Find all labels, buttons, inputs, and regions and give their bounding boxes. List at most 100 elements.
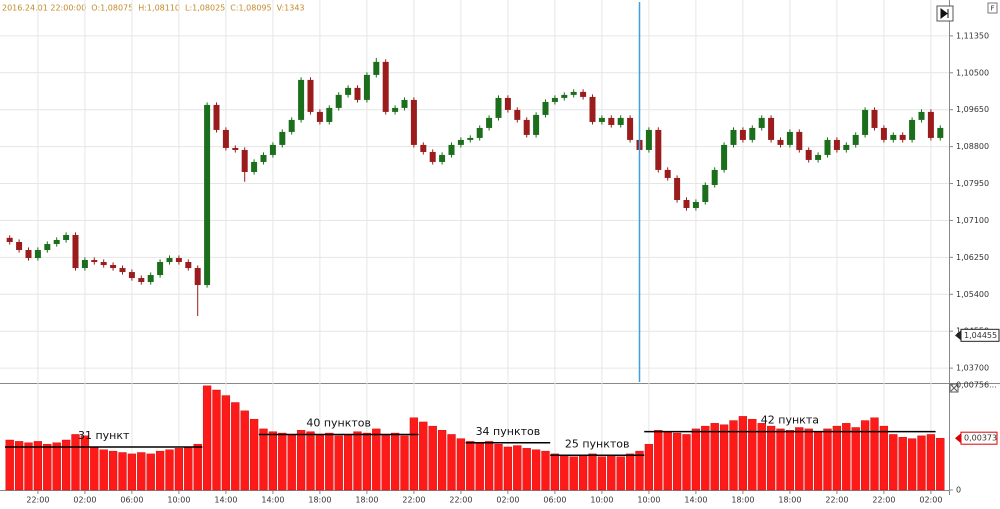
candle-body <box>730 129 737 145</box>
bar <box>813 431 823 491</box>
bar <box>165 449 174 491</box>
x-tick-label: 22:00 <box>872 496 895 505</box>
candle-body <box>147 275 154 283</box>
bar <box>343 434 353 491</box>
y-tick-label: 1,05400 <box>956 290 989 299</box>
level-label: 25 пунктов <box>565 437 630 450</box>
candle-body <box>702 184 709 202</box>
bar <box>437 430 447 491</box>
bar <box>390 432 400 491</box>
candle-body <box>655 129 662 170</box>
y-tick-label: 0 <box>956 486 961 495</box>
candle-body <box>157 262 164 276</box>
bar <box>33 441 43 491</box>
bar <box>682 434 691 491</box>
candle-body <box>166 258 173 263</box>
bar <box>494 443 503 491</box>
bar <box>174 448 184 491</box>
candle-body <box>551 97 558 102</box>
bar <box>531 449 541 491</box>
bar <box>513 445 522 491</box>
x-tick-label: 14:00 <box>214 496 237 505</box>
candle-body <box>288 119 295 132</box>
bar <box>766 425 776 491</box>
bar <box>146 453 155 491</box>
candle-body <box>382 61 389 112</box>
bar <box>926 434 936 491</box>
candle-body <box>514 109 521 120</box>
bar <box>155 450 165 491</box>
bar <box>80 435 90 491</box>
bar <box>729 420 738 491</box>
x-tick-label: 22:00 <box>825 496 848 505</box>
f-button[interactable] <box>987 2 998 14</box>
candle-body <box>6 237 13 242</box>
bar <box>278 432 287 491</box>
bar <box>710 423 719 491</box>
bar <box>936 437 945 491</box>
x-tick-label: 10:00 <box>167 496 190 505</box>
bar <box>832 425 842 491</box>
candle-body <box>316 111 323 122</box>
candle-body <box>392 107 399 112</box>
ohlc-info: 2016.24.01 22:00:00 <box>2 4 86 13</box>
candle-body <box>72 234 79 269</box>
bar <box>212 389 221 491</box>
y-tick-label: 1,03700 <box>956 364 989 373</box>
y-tick-label: 1,07100 <box>956 216 989 225</box>
bar <box>823 428 832 491</box>
candle-body <box>260 154 267 162</box>
bar <box>569 456 578 491</box>
current-value-pointer <box>955 433 961 444</box>
bar <box>757 423 766 491</box>
candle-body <box>561 94 568 98</box>
x-tick-label: 18:00 <box>355 496 378 505</box>
candle-body <box>222 129 229 148</box>
candle-body <box>53 239 60 245</box>
candle-body <box>44 244 51 251</box>
x-tick-label: 18:00 <box>731 496 754 505</box>
candle-body <box>100 262 107 266</box>
bar <box>917 435 926 491</box>
bar <box>137 452 146 491</box>
y-tick-label: 1,09650 <box>956 105 989 114</box>
candle-body <box>110 265 117 269</box>
bar <box>560 455 569 491</box>
bar <box>268 431 278 491</box>
candle-body <box>909 119 916 140</box>
level-label: 40 пунктов <box>306 416 371 429</box>
bar <box>541 450 550 491</box>
scroll-end-icon <box>940 8 949 19</box>
candle-body <box>204 104 211 286</box>
bar <box>597 456 607 491</box>
candle-body <box>739 129 746 140</box>
bar <box>607 455 616 491</box>
bar <box>99 449 108 491</box>
candle-body <box>232 147 239 150</box>
bar <box>776 428 785 491</box>
candle-body <box>777 139 784 145</box>
candle-body <box>937 127 944 138</box>
candle-body <box>354 87 361 100</box>
bar <box>315 434 325 491</box>
level-label: 42 пункта <box>761 414 819 427</box>
bar <box>795 427 804 491</box>
bar <box>748 418 757 491</box>
candle-body <box>580 91 587 97</box>
x-tick-label: 02:00 <box>73 496 96 505</box>
candle-body <box>589 96 596 122</box>
bar <box>860 420 870 491</box>
candle-body <box>880 127 887 140</box>
bar <box>108 450 118 491</box>
ohlc-info: O:1,08075 <box>91 4 133 13</box>
candle-body <box>241 149 248 172</box>
candle-body <box>410 99 417 145</box>
x-tick-label: 22:00 <box>26 496 49 505</box>
f-icon: F <box>990 5 994 13</box>
close-icon <box>950 384 958 392</box>
candle-body <box>721 144 728 170</box>
bar <box>127 453 137 491</box>
candle-body <box>467 137 474 140</box>
bar <box>851 427 860 491</box>
candle-body <box>768 117 775 140</box>
